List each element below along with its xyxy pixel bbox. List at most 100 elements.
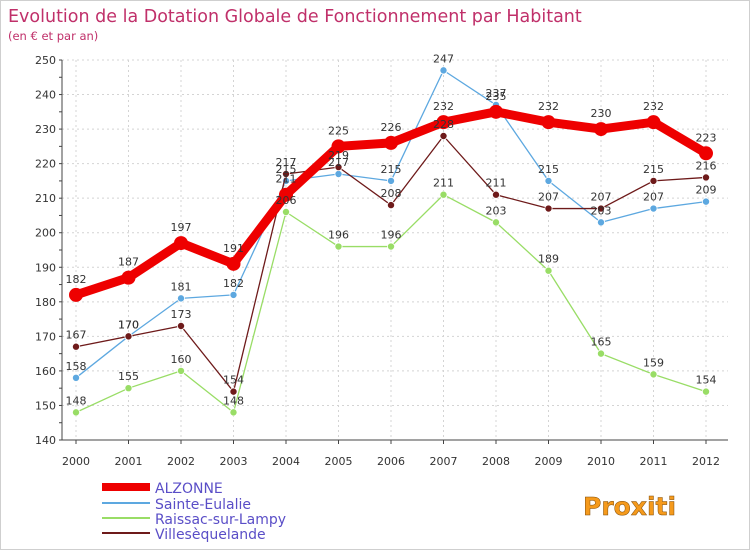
legend: ALZONNESainte-EulalieRaissac-sur-LampyVi… [102,481,286,543]
data-point [281,207,290,216]
data-label: 191 [223,242,244,255]
data-point [174,236,188,251]
data-point [279,187,293,202]
series-raissac-sur-lampy [72,190,711,417]
data-label: 207 [538,191,559,204]
data-label: 160 [171,353,192,366]
x-tick-label: 2011 [640,455,668,468]
data-label: 170 [118,318,139,331]
data-point [646,115,661,130]
y-tick-label: 150 [35,399,56,412]
grid [62,59,728,441]
data-label: 167 [66,329,87,342]
labels-alzonne: 182 187 197 191 211 225 226 232 235 232 230 232 223 [66,90,717,286]
proxiti-logo: Proxiti [583,492,677,522]
data-point [121,270,136,285]
data-point [544,204,553,213]
data-label: 232 [538,100,559,113]
data-point [699,146,713,161]
x-tick-label: 2010 [587,455,615,468]
data-point [649,176,658,185]
y-tick-label: 190 [35,261,56,274]
data-point [72,373,81,382]
y-tick-label: 210 [35,192,56,205]
x-tick-label: 2007 [430,455,458,468]
data-label: 237 [486,87,507,100]
y-tick-label: 220 [35,158,56,171]
data-label: 226 [381,121,402,134]
legend-label: ALZONNE [155,481,223,497]
x-tick-label: 2004 [272,455,300,468]
x-tick-label: 2009 [535,455,563,468]
data-label: 219 [328,149,349,162]
chart-title: Evolution de la Dotation Globale de Fonc… [8,7,582,27]
series-villes-quelande [72,131,711,396]
y-tick-label: 250 [35,54,56,67]
data-label: 203 [486,204,507,217]
data-point [597,349,606,358]
series-lines [69,66,713,417]
data-label: 155 [118,370,139,383]
data-label: 159 [643,356,664,369]
data-point [649,204,658,213]
data-label: 215 [381,163,402,176]
data-point [176,294,185,303]
y-tick-label: 240 [35,89,56,102]
data-label: 230 [591,107,612,120]
x-tick-label: 2000 [62,455,90,468]
data-label: 211 [486,177,507,190]
data-label: 203 [591,204,612,217]
data-label: 232 [433,100,454,113]
legend-label: Raissac-sur-Lampy [155,512,286,528]
data-point [386,201,395,210]
x-tick-label: 2003 [220,455,248,468]
data-label: 182 [223,277,244,290]
data-point [176,366,185,375]
data-point [124,384,133,393]
data-point [334,169,343,178]
data-point [649,370,658,379]
chart-subtitle: (en € et par an) [8,29,98,43]
y-tick-label: 170 [35,330,56,343]
data-label: 196 [328,229,349,242]
data-label: 217 [276,156,297,169]
data-point [334,242,343,251]
data-point [491,218,500,227]
data-label: 232 [643,100,664,113]
data-point [226,256,241,271]
y-tick-label: 230 [35,123,56,136]
data-point [124,332,133,341]
data-point [72,342,81,351]
y-tick-label: 200 [35,227,56,240]
data-label: 215 [276,163,297,176]
data-label: 189 [538,253,559,266]
data-point [331,139,346,154]
data-label: 187 [118,256,139,269]
series-alzonne [69,104,713,302]
data-label: 148 [223,394,244,407]
y-tick-label: 160 [35,365,56,378]
data-point [386,242,395,251]
data-label: 207 [591,191,612,204]
data-label: 170 [118,318,139,331]
data-label: 207 [643,191,664,204]
data-label: 206 [276,194,297,207]
data-point [176,321,185,330]
data-label: 215 [643,163,664,176]
x-tick-label: 2005 [325,455,353,468]
data-label: 216 [696,159,717,172]
data-label: 247 [433,52,454,65]
data-point [229,387,238,396]
data-point [72,408,81,417]
data-point [597,218,606,227]
data-point [436,115,451,130]
data-point [702,173,711,182]
data-label: 209 [696,184,717,197]
data-label: 223 [696,131,717,144]
data-label: 154 [696,374,717,387]
data-label: 165 [591,336,612,349]
data-point [544,176,553,185]
